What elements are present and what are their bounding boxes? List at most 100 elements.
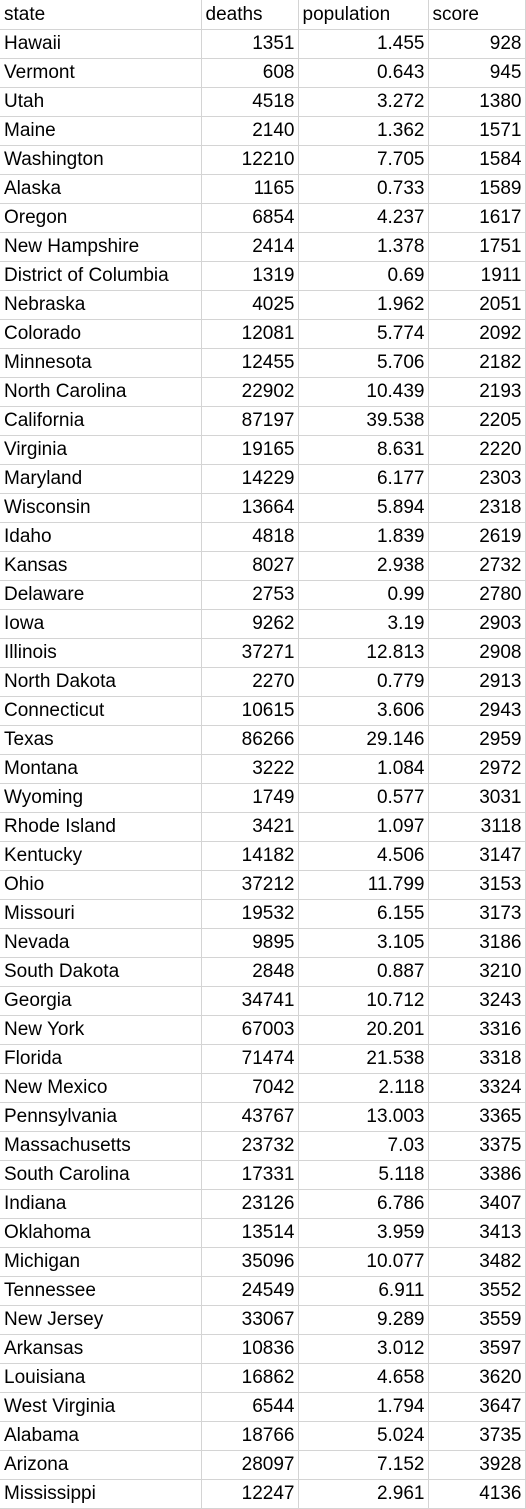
- population-cell[interactable]: 4.237: [298, 203, 429, 233]
- state-cell[interactable]: Wyoming: [0, 783, 202, 813]
- deaths-cell[interactable]: 2270: [201, 667, 299, 697]
- population-cell[interactable]: 7.705: [298, 145, 429, 175]
- score-cell[interactable]: 2051: [428, 290, 526, 320]
- deaths-cell[interactable]: 6854: [201, 203, 299, 233]
- score-cell[interactable]: 3407: [428, 1189, 526, 1219]
- deaths-cell[interactable]: 13514: [201, 1218, 299, 1248]
- population-cell[interactable]: 5.706: [298, 348, 429, 378]
- deaths-cell[interactable]: 13664: [201, 493, 299, 523]
- deaths-cell[interactable]: 608: [201, 58, 299, 88]
- deaths-cell[interactable]: 43767: [201, 1102, 299, 1132]
- score-cell[interactable]: 2092: [428, 319, 526, 349]
- state-cell[interactable]: Connecticut: [0, 696, 202, 726]
- state-cell[interactable]: Kentucky: [0, 841, 202, 871]
- header-population[interactable]: population: [298, 0, 429, 30]
- population-cell[interactable]: 6.155: [298, 899, 429, 929]
- deaths-cell[interactable]: 34741: [201, 986, 299, 1016]
- state-cell[interactable]: California: [0, 406, 202, 436]
- deaths-cell[interactable]: 19165: [201, 435, 299, 465]
- score-cell[interactable]: 2908: [428, 638, 526, 668]
- deaths-cell[interactable]: 28097: [201, 1450, 299, 1480]
- score-cell[interactable]: 1751: [428, 232, 526, 262]
- population-cell[interactable]: 13.003: [298, 1102, 429, 1132]
- score-cell[interactable]: 2913: [428, 667, 526, 697]
- score-cell[interactable]: 3186: [428, 928, 526, 958]
- population-cell[interactable]: 3.606: [298, 696, 429, 726]
- deaths-cell[interactable]: 10615: [201, 696, 299, 726]
- deaths-cell[interactable]: 1319: [201, 261, 299, 291]
- score-cell[interactable]: 3482: [428, 1247, 526, 1277]
- state-cell[interactable]: Iowa: [0, 609, 202, 639]
- population-cell[interactable]: 6.786: [298, 1189, 429, 1219]
- deaths-cell[interactable]: 1165: [201, 174, 299, 204]
- state-cell[interactable]: New Mexico: [0, 1073, 202, 1103]
- score-cell[interactable]: 1589: [428, 174, 526, 204]
- population-cell[interactable]: 0.779: [298, 667, 429, 697]
- state-cell[interactable]: New Hampshire: [0, 232, 202, 262]
- population-cell[interactable]: 21.538: [298, 1044, 429, 1074]
- deaths-cell[interactable]: 67003: [201, 1015, 299, 1045]
- score-cell[interactable]: 3386: [428, 1160, 526, 1190]
- state-cell[interactable]: New York: [0, 1015, 202, 1045]
- population-cell[interactable]: 29.146: [298, 725, 429, 755]
- population-cell[interactable]: 1.839: [298, 522, 429, 552]
- header-deaths[interactable]: deaths: [201, 0, 299, 30]
- score-cell[interactable]: 2303: [428, 464, 526, 494]
- population-cell[interactable]: 1.362: [298, 116, 429, 146]
- population-cell[interactable]: 0.643: [298, 58, 429, 88]
- deaths-cell[interactable]: 71474: [201, 1044, 299, 1074]
- deaths-cell[interactable]: 8027: [201, 551, 299, 581]
- deaths-cell[interactable]: 37212: [201, 870, 299, 900]
- score-cell[interactable]: 3375: [428, 1131, 526, 1161]
- population-cell[interactable]: 4.658: [298, 1363, 429, 1393]
- score-cell[interactable]: 3173: [428, 899, 526, 929]
- score-cell[interactable]: 3324: [428, 1073, 526, 1103]
- population-cell[interactable]: 1.794: [298, 1392, 429, 1422]
- state-cell[interactable]: Colorado: [0, 319, 202, 349]
- score-cell[interactable]: 2220: [428, 435, 526, 465]
- score-cell[interactable]: 3365: [428, 1102, 526, 1132]
- score-cell[interactable]: 3210: [428, 957, 526, 987]
- state-cell[interactable]: Wisconsin: [0, 493, 202, 523]
- header-score[interactable]: score: [428, 0, 526, 30]
- score-cell[interactable]: 2732: [428, 551, 526, 581]
- score-cell[interactable]: 2972: [428, 754, 526, 784]
- population-cell[interactable]: 0.99: [298, 580, 429, 610]
- deaths-cell[interactable]: 12455: [201, 348, 299, 378]
- population-cell[interactable]: 11.799: [298, 870, 429, 900]
- score-cell[interactable]: 2943: [428, 696, 526, 726]
- deaths-cell[interactable]: 10836: [201, 1334, 299, 1364]
- state-cell[interactable]: Montana: [0, 754, 202, 784]
- deaths-cell[interactable]: 4818: [201, 522, 299, 552]
- population-cell[interactable]: 2.961: [298, 1479, 429, 1509]
- population-cell[interactable]: 20.201: [298, 1015, 429, 1045]
- score-cell[interactable]: 2318: [428, 493, 526, 523]
- deaths-cell[interactable]: 7042: [201, 1073, 299, 1103]
- deaths-cell[interactable]: 1749: [201, 783, 299, 813]
- population-cell[interactable]: 39.538: [298, 406, 429, 436]
- deaths-cell[interactable]: 2140: [201, 116, 299, 146]
- population-cell[interactable]: 1.378: [298, 232, 429, 262]
- deaths-cell[interactable]: 12247: [201, 1479, 299, 1509]
- population-cell[interactable]: 12.813: [298, 638, 429, 668]
- state-cell[interactable]: Michigan: [0, 1247, 202, 1277]
- state-cell[interactable]: Mississippi: [0, 1479, 202, 1509]
- state-cell[interactable]: Idaho: [0, 522, 202, 552]
- population-cell[interactable]: 0.69: [298, 261, 429, 291]
- score-cell[interactable]: 3735: [428, 1421, 526, 1451]
- deaths-cell[interactable]: 22902: [201, 377, 299, 407]
- state-cell[interactable]: Virginia: [0, 435, 202, 465]
- deaths-cell[interactable]: 1351: [201, 29, 299, 59]
- population-cell[interactable]: 7.152: [298, 1450, 429, 1480]
- deaths-cell[interactable]: 4025: [201, 290, 299, 320]
- state-cell[interactable]: South Carolina: [0, 1160, 202, 1190]
- population-cell[interactable]: 3.272: [298, 87, 429, 117]
- score-cell[interactable]: 2959: [428, 725, 526, 755]
- population-cell[interactable]: 8.631: [298, 435, 429, 465]
- population-cell[interactable]: 0.733: [298, 174, 429, 204]
- score-cell[interactable]: 3031: [428, 783, 526, 813]
- population-cell[interactable]: 10.439: [298, 377, 429, 407]
- score-cell[interactable]: 1380: [428, 87, 526, 117]
- state-cell[interactable]: Ohio: [0, 870, 202, 900]
- state-cell[interactable]: Nevada: [0, 928, 202, 958]
